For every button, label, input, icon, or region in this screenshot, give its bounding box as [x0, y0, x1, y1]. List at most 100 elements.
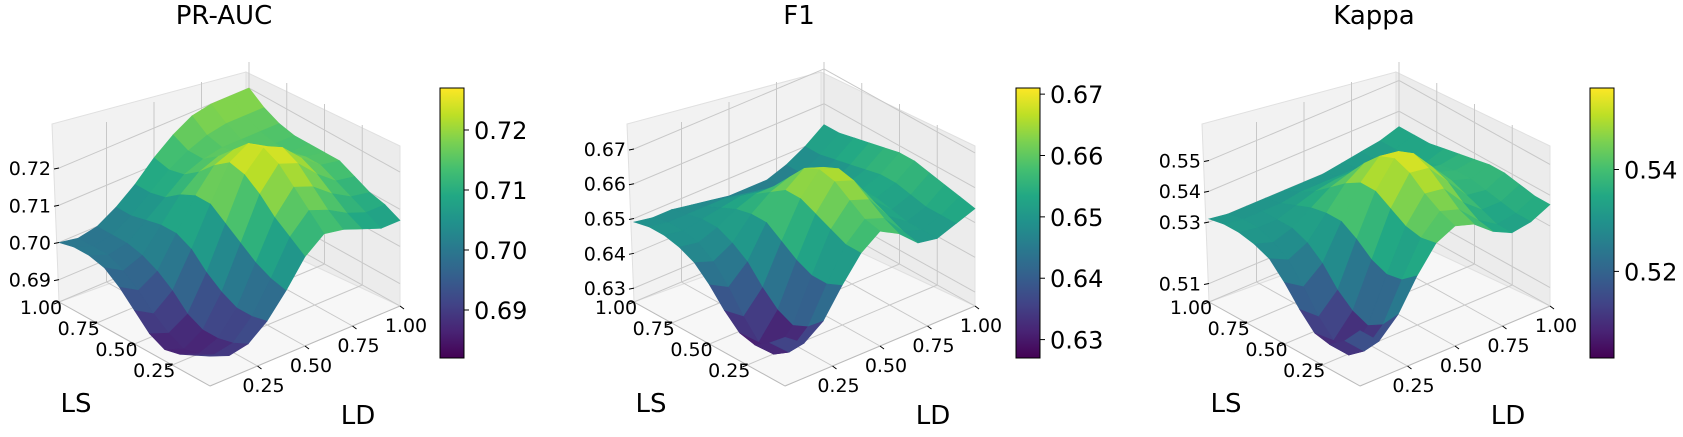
- ld-tick-mark: [399, 305, 405, 310]
- subplot-kappa: 0.250.500.751.000.250.500.751.000.510.53…: [1159, 1, 1678, 431]
- ld-axis-label: LD: [341, 401, 376, 431]
- ls-tick-label: 1.00: [20, 297, 62, 319]
- colorbar-tick-label: 0.72: [474, 117, 527, 145]
- z-tick-label: 0.71: [9, 195, 51, 217]
- z-tick-mark: [53, 167, 60, 170]
- colorbar-tick-label: 0.71: [474, 177, 527, 205]
- subplot-title: F1: [783, 1, 815, 31]
- z-tick-label: 0.63: [584, 278, 626, 300]
- ld-tick-mark: [304, 345, 310, 350]
- colorbar-tick-label: 0.65: [1050, 204, 1103, 232]
- ls-tick-label: 0.75: [58, 318, 100, 340]
- ls-tick-mark: [742, 364, 748, 368]
- z-tick-mark: [1203, 221, 1210, 224]
- z-tick-mark: [53, 279, 60, 282]
- ls-tick-mark: [666, 322, 672, 326]
- z-tick-mark: [53, 204, 60, 207]
- ls-axis-label: LS: [636, 389, 667, 419]
- z-tick-mark: [628, 218, 635, 221]
- ld-tick-label: 0.50: [1440, 355, 1482, 377]
- ld-tick-label: 0.25: [242, 375, 284, 397]
- surface: [632, 124, 976, 355]
- colorbar-tick-label: 0.64: [1050, 265, 1103, 293]
- ld-tick-mark: [1454, 345, 1460, 350]
- z-tick-label: 0.53: [1159, 212, 1201, 234]
- ld-tick-mark: [1502, 325, 1507, 330]
- colorbar-tick-label: 0.69: [474, 297, 527, 325]
- ld-tick-mark: [257, 365, 262, 370]
- ls-tick-mark: [53, 301, 60, 305]
- z-tick-mark: [628, 148, 635, 151]
- z-tick-label: 0.64: [584, 243, 626, 265]
- ls-tick-label: 0.50: [95, 339, 137, 361]
- subplot-title: Kappa: [1333, 1, 1414, 31]
- colorbar: [1589, 87, 1615, 359]
- ld-tick-mark: [927, 325, 932, 330]
- ld-tick-label: 1.00: [1535, 315, 1577, 337]
- ld-tick-mark: [832, 365, 837, 370]
- ls-tick-mark: [129, 343, 135, 347]
- surface-facet: [769, 336, 805, 353]
- ld-tick-label: 0.75: [1487, 335, 1529, 357]
- ld-tick-mark: [352, 325, 357, 330]
- ls-tick-mark: [704, 343, 710, 347]
- z-tick-mark: [1203, 190, 1210, 193]
- ls-tick-label: 0.50: [670, 339, 712, 361]
- ld-axis-label: LD: [1491, 401, 1526, 431]
- z-tick-mark: [628, 252, 635, 255]
- z-tick-label: 0.72: [9, 158, 51, 180]
- ls-tick-mark: [91, 322, 97, 326]
- ls-tick-mark: [1317, 364, 1323, 368]
- ld-tick-label: 0.25: [1392, 375, 1434, 397]
- z-tick-label: 0.69: [9, 270, 51, 292]
- z-tick-label: 0.51: [1159, 274, 1201, 296]
- ld-tick-label: 0.25: [817, 375, 859, 397]
- z-tick-mark: [1203, 159, 1210, 162]
- z-tick-label: 0.65: [584, 209, 626, 231]
- ls-tick-mark: [1241, 322, 1247, 326]
- colorbar: [1015, 87, 1041, 359]
- z-tick-label: 0.54: [1159, 181, 1201, 203]
- ls-tick-mark: [1203, 301, 1210, 305]
- ls-tick-label: 0.25: [708, 360, 750, 382]
- ls-tick-label: 1.00: [1170, 297, 1212, 319]
- ld-tick-mark: [974, 305, 980, 310]
- ls-tick-mark: [1279, 343, 1285, 347]
- colorbar-tick-label: 0.67: [1050, 81, 1103, 109]
- ls-axis-label: LS: [61, 389, 92, 419]
- ld-tick-label: 0.75: [912, 335, 954, 357]
- z-tick-label: 0.55: [1159, 150, 1201, 172]
- ld-axis-label: LD: [916, 401, 951, 431]
- colorbar-tick-label: 0.66: [1050, 143, 1103, 171]
- ls-tick-label: 0.50: [1245, 339, 1287, 361]
- ld-tick-label: 0.50: [865, 355, 907, 377]
- ld-tick-mark: [1549, 305, 1555, 310]
- z-tick-mark: [1203, 283, 1210, 286]
- surface-facet: [194, 354, 230, 357]
- colorbar-tick-label: 0.52: [1624, 258, 1677, 286]
- ld-tick-label: 1.00: [960, 315, 1002, 337]
- colorbar-tick-label: 0.54: [1624, 157, 1677, 185]
- ls-axis-label: LS: [1211, 389, 1242, 419]
- colorbar-tick-label: 0.70: [474, 237, 527, 265]
- ls-tick-label: 0.25: [133, 360, 175, 382]
- colorbar: [439, 87, 465, 359]
- z-tick-mark: [628, 287, 635, 290]
- ld-tick-label: 0.75: [337, 335, 379, 357]
- surface-facet: [1344, 330, 1380, 352]
- subplot-pr-auc: 0.250.500.751.000.250.500.751.000.690.70…: [9, 1, 528, 431]
- ls-tick-label: 0.25: [1283, 360, 1325, 382]
- ls-tick-label: 0.75: [633, 318, 675, 340]
- z-tick-mark: [628, 183, 635, 186]
- ls-tick-label: 0.75: [1208, 318, 1250, 340]
- z-tick-label: 0.67: [584, 139, 626, 161]
- z-tick-label: 0.66: [584, 174, 626, 196]
- z-tick-label: 0.70: [9, 232, 51, 254]
- ls-tick-mark: [167, 364, 173, 368]
- subplot-title: PR-AUC: [176, 1, 272, 31]
- colorbar-tick-label: 0.63: [1050, 327, 1103, 355]
- z-tick-mark: [53, 241, 60, 244]
- ld-tick-label: 1.00: [385, 315, 427, 337]
